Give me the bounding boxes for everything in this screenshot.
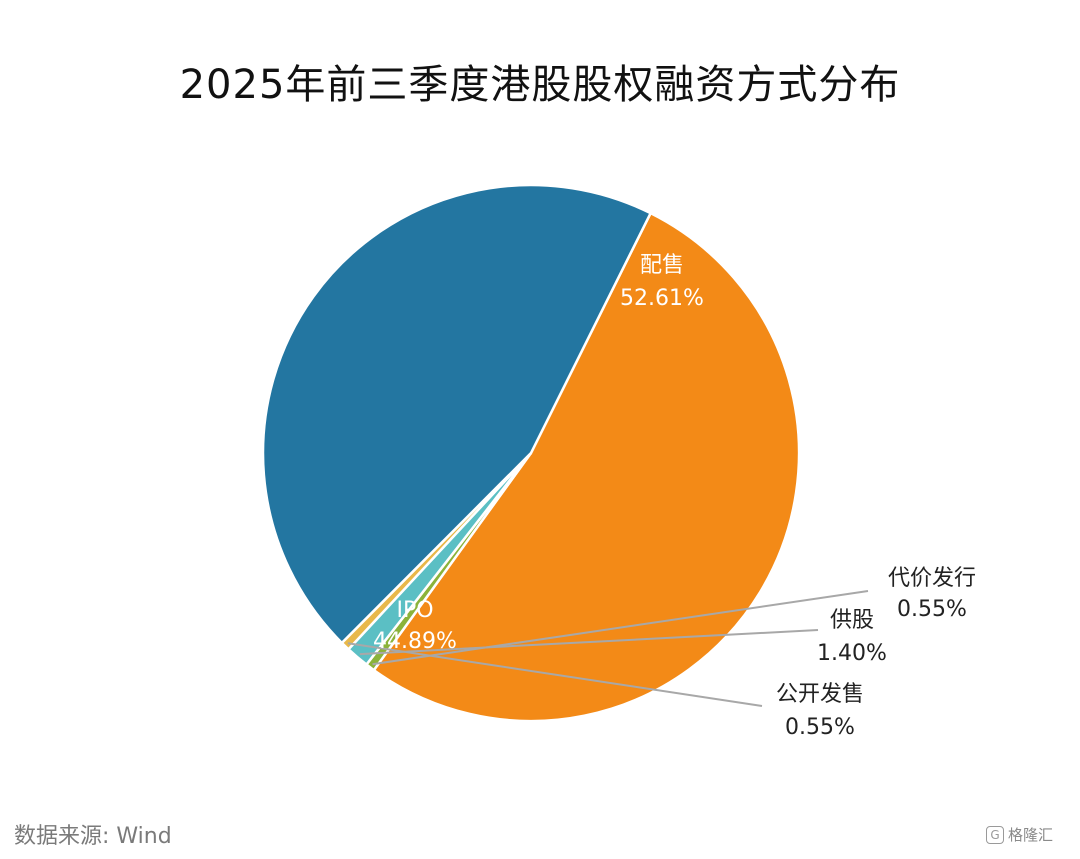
slice-label-3: 公开发售 xyxy=(776,682,864,707)
slice-label-1: 代价发行 xyxy=(888,566,976,591)
source-note: 数据来源: Wind xyxy=(14,824,172,849)
pie-slice-0 xyxy=(372,211,801,723)
slice-value-label-1: 0.55% xyxy=(897,597,967,622)
slice-label-0: 配售 xyxy=(640,253,684,278)
slice-label-4: IPO xyxy=(396,598,433,623)
slice-value-label-0: 52.61% xyxy=(620,286,704,311)
slice-value-label-2: 1.40% xyxy=(817,641,887,666)
leader-line-3 xyxy=(347,642,763,707)
logo-mark-icon: G xyxy=(986,825,1004,844)
chart-title: 2025年前三季度港股股权融资方式分布 xyxy=(179,62,901,108)
slice-value-label-4: 44.89% xyxy=(373,629,457,654)
leader-line-1 xyxy=(372,590,869,666)
slice-label-2: 供股 xyxy=(830,608,874,633)
logo-text: 格隆汇 xyxy=(1008,826,1054,844)
publisher-logo: G 格隆汇 xyxy=(986,824,1053,845)
leader-line-2 xyxy=(359,629,819,656)
slice-value-label-3: 0.55% xyxy=(785,715,855,740)
pie-slice-4 xyxy=(261,183,653,645)
